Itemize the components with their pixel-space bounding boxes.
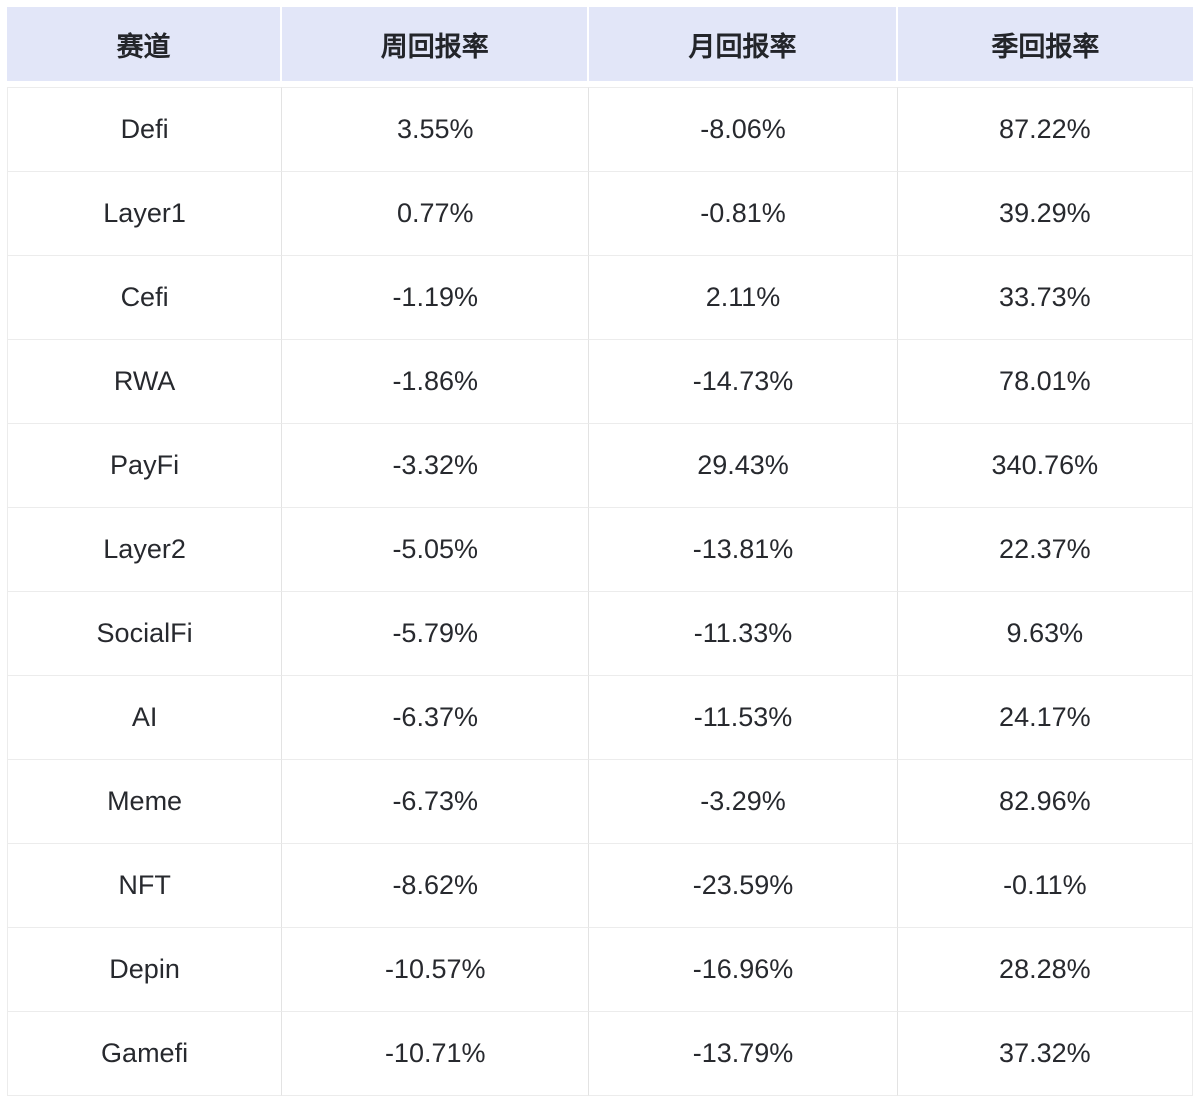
sector-cell: Layer1	[7, 172, 283, 256]
sector-cell: Depin	[7, 928, 283, 1012]
quarterly-return-cell: 28.28%	[897, 928, 1193, 1012]
weekly-return-cell: -8.62%	[282, 844, 590, 928]
quarterly-return-cell: 9.63%	[897, 592, 1193, 676]
sector-cell: NFT	[7, 844, 283, 928]
returns-table-header: 赛道 周回报率 月回报率 季回报率	[7, 7, 1193, 87]
monthly-return-cell: -13.79%	[589, 1012, 898, 1096]
quarterly-return-cell: 78.01%	[897, 340, 1193, 424]
monthly-return-cell: -16.96%	[589, 928, 898, 1012]
column-header-weekly: 周回报率	[282, 7, 590, 87]
quarterly-return-cell: 340.76%	[897, 424, 1193, 508]
weekly-return-cell: -6.73%	[282, 760, 590, 844]
quarterly-return-cell: 39.29%	[897, 172, 1193, 256]
monthly-return-cell: 2.11%	[589, 256, 898, 340]
quarterly-return-cell: 37.32%	[897, 1012, 1193, 1096]
header-row: 赛道 周回报率 月回报率 季回报率	[7, 7, 1193, 87]
weekly-return-cell: 3.55%	[282, 87, 590, 172]
table-row: Meme -6.73% -3.29% 82.96%	[7, 760, 1193, 844]
monthly-return-cell: -8.06%	[589, 87, 898, 172]
weekly-return-cell: -10.71%	[282, 1012, 590, 1096]
weekly-return-cell: 0.77%	[282, 172, 590, 256]
sector-cell: AI	[7, 676, 283, 760]
monthly-return-cell: 29.43%	[589, 424, 898, 508]
sector-cell: Layer2	[7, 508, 283, 592]
returns-table-body: Defi 3.55% -8.06% 87.22% Layer1 0.77% -0.81% 39…	[7, 87, 1193, 1096]
table-row: AI -6.37% -11.53% 24.17%	[7, 676, 1193, 760]
weekly-return-cell: -10.57%	[282, 928, 590, 1012]
table-row: SocialFi -5.79% -11.33% 9.63%	[7, 592, 1193, 676]
weekly-return-cell: -3.32%	[282, 424, 590, 508]
table-row: NFT -8.62% -23.59% -0.11%	[7, 844, 1193, 928]
column-header-quarterly: 季回报率	[897, 7, 1193, 87]
sector-cell: PayFi	[7, 424, 283, 508]
table-row: Layer1 0.77% -0.81% 39.29%	[7, 172, 1193, 256]
sector-cell: Defi	[7, 87, 283, 172]
sector-cell: Cefi	[7, 256, 283, 340]
weekly-return-cell: -1.86%	[282, 340, 590, 424]
table-row: Depin -10.57% -16.96% 28.28%	[7, 928, 1193, 1012]
table-row: Defi 3.55% -8.06% 87.22%	[7, 87, 1193, 172]
weekly-return-cell: -5.79%	[282, 592, 590, 676]
table-row: Gamefi -10.71% -13.79% 37.32%	[7, 1012, 1193, 1096]
monthly-return-cell: -13.81%	[589, 508, 898, 592]
quarterly-return-cell: -0.11%	[897, 844, 1193, 928]
table-row: Layer2 -5.05% -13.81% 22.37%	[7, 508, 1193, 592]
quarterly-return-cell: 22.37%	[897, 508, 1193, 592]
sector-cell: SocialFi	[7, 592, 283, 676]
monthly-return-cell: -11.53%	[589, 676, 898, 760]
table-row: RWA -1.86% -14.73% 78.01%	[7, 340, 1193, 424]
sector-cell: RWA	[7, 340, 283, 424]
monthly-return-cell: -11.33%	[589, 592, 898, 676]
quarterly-return-cell: 24.17%	[897, 676, 1193, 760]
quarterly-return-cell: 33.73%	[897, 256, 1193, 340]
monthly-return-cell: -0.81%	[589, 172, 898, 256]
table-row: Cefi -1.19% 2.11% 33.73%	[7, 256, 1193, 340]
sector-cell: Meme	[7, 760, 283, 844]
table-row: PayFi -3.32% 29.43% 340.76%	[7, 424, 1193, 508]
column-header-monthly: 月回报率	[589, 7, 898, 87]
weekly-return-cell: -5.05%	[282, 508, 590, 592]
monthly-return-cell: -23.59%	[589, 844, 898, 928]
monthly-return-cell: -3.29%	[589, 760, 898, 844]
column-header-sector: 赛道	[7, 7, 283, 87]
quarterly-return-cell: 82.96%	[897, 760, 1193, 844]
returns-table: 赛道 周回报率 月回报率 季回报率 Defi 3.55% -8.06% 87.22% L…	[7, 7, 1193, 1096]
sector-cell: Gamefi	[7, 1012, 283, 1096]
monthly-return-cell: -14.73%	[589, 340, 898, 424]
quarterly-return-cell: 87.22%	[897, 87, 1193, 172]
weekly-return-cell: -6.37%	[282, 676, 590, 760]
weekly-return-cell: -1.19%	[282, 256, 590, 340]
